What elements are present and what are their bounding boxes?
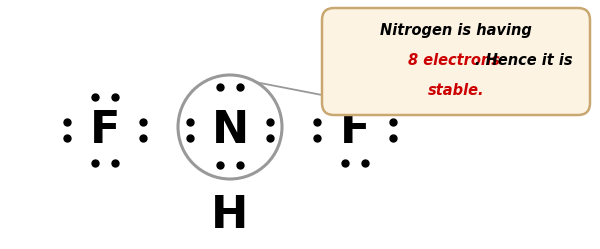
FancyBboxPatch shape — [322, 8, 590, 115]
Text: N: N — [211, 109, 248, 151]
Text: . Hence it is: . Hence it is — [475, 53, 573, 67]
Text: stable.: stable. — [428, 82, 484, 98]
Text: 8 electrons: 8 electrons — [408, 53, 500, 67]
Text: F: F — [340, 109, 370, 151]
Text: F: F — [90, 109, 120, 151]
Text: Nitrogen is having: Nitrogen is having — [380, 22, 532, 38]
Text: H: H — [211, 193, 248, 237]
